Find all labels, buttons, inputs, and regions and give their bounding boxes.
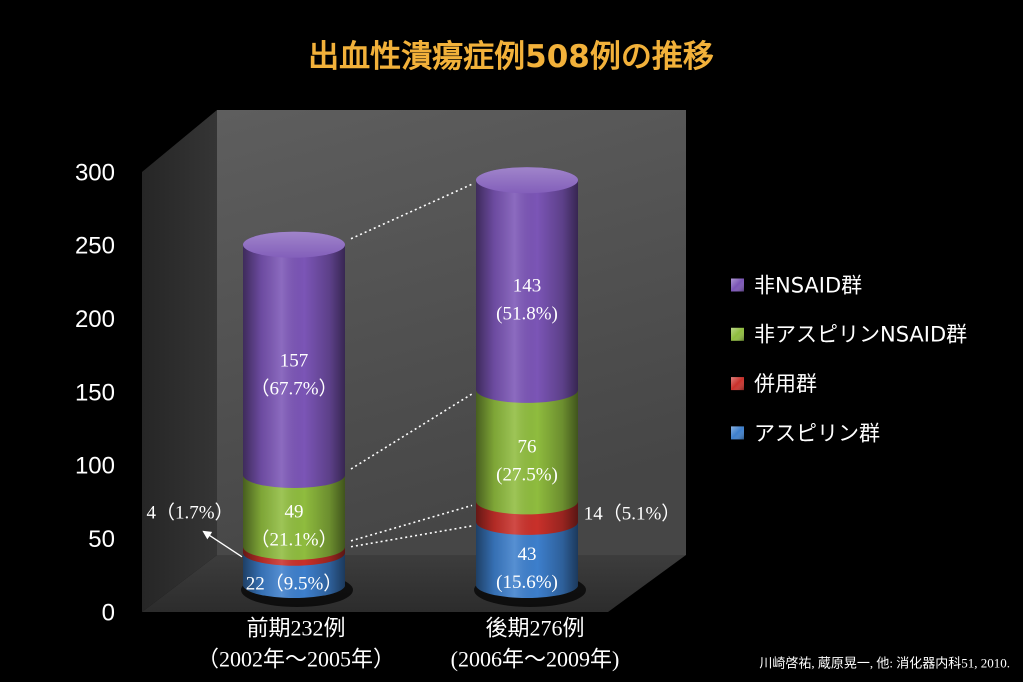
bars bbox=[241, 167, 586, 607]
y-tick-label: 50 bbox=[88, 526, 115, 553]
legend-marker-shine bbox=[731, 327, 744, 341]
y-tick-label: 0 bbox=[102, 599, 115, 626]
data-label: (15.6%) bbox=[496, 572, 558, 593]
y-axis: 0 50 100 150 200 250 300 bbox=[75, 159, 115, 626]
legend-item: 併用群 bbox=[731, 372, 817, 396]
bar-stack bbox=[476, 167, 578, 598]
connector-line bbox=[350, 183, 473, 240]
data-label: 76 bbox=[518, 436, 537, 457]
data-label: (51.8%) bbox=[496, 304, 558, 325]
data-label: （21.1%） bbox=[250, 529, 337, 551]
legend-item: 非アスピリンNSAID群 bbox=[731, 323, 967, 347]
connector-line bbox=[350, 504, 473, 542]
legend-marker-shine bbox=[731, 278, 744, 292]
legend-label: アスピリン群 bbox=[754, 421, 880, 445]
legend-item: アスピリン群 bbox=[731, 421, 880, 445]
chart-3d-box bbox=[142, 110, 686, 612]
legend-item: 非NSAID群 bbox=[731, 273, 862, 297]
bar-shading bbox=[476, 180, 578, 598]
connector-line bbox=[350, 393, 473, 470]
data-label: 22（9.5%） bbox=[246, 573, 343, 595]
y-tick-label: 250 bbox=[75, 233, 115, 260]
data-label: 4（1.7%） bbox=[146, 501, 233, 523]
data-label: 14（5.1%） bbox=[584, 502, 681, 524]
floor bbox=[142, 555, 686, 612]
data-label: 143 bbox=[513, 276, 542, 297]
data-labels: 22（9.5%） 4（1.7%） 49 （21.1%） 157 （67.7%） 43 (15.… bbox=[146, 276, 680, 595]
data-label: 43 bbox=[518, 544, 537, 565]
legend-marker-shine bbox=[731, 377, 744, 391]
y-tick-label: 300 bbox=[75, 159, 115, 186]
legend-label: 非NSAID群 bbox=[754, 273, 862, 297]
annotation-arrow bbox=[202, 530, 243, 558]
category-label: 後期276例 bbox=[485, 616, 584, 641]
data-label: 49 bbox=[285, 502, 304, 523]
data-label: （67.7%） bbox=[250, 378, 337, 400]
legend-label: 非アスピリンNSAID群 bbox=[754, 323, 967, 347]
connector-line bbox=[350, 525, 473, 548]
bar-top-cap-highlight bbox=[243, 231, 345, 258]
category-label: 前期232例 bbox=[246, 616, 345, 641]
data-label: (27.5%) bbox=[496, 464, 558, 485]
x-axis: 前期232例 （2002年～2005年） 後期276例 (2006年～2009年) bbox=[197, 616, 619, 672]
connector-lines bbox=[350, 183, 473, 548]
legend-label: 併用群 bbox=[754, 372, 817, 396]
side-wall bbox=[142, 110, 217, 612]
legend-marker-shine bbox=[731, 426, 744, 440]
bar-stack bbox=[243, 231, 345, 598]
chart-title: 出血性潰瘍症例508例の推移 bbox=[308, 39, 714, 75]
bar-shading bbox=[243, 244, 345, 598]
bar-top-cap-highlight bbox=[476, 167, 578, 194]
footnote: 川崎啓祐, 蔵原晃一, 他: 消化器内科51, 2010. bbox=[759, 656, 1010, 671]
y-tick-label: 100 bbox=[75, 453, 115, 480]
y-tick-label: 200 bbox=[75, 306, 115, 333]
category-period-label: （2002年～2005年） bbox=[197, 647, 395, 672]
category-period-label: (2006年～2009年) bbox=[451, 647, 620, 672]
data-label: 157 bbox=[280, 351, 309, 372]
y-tick-label: 150 bbox=[75, 379, 115, 406]
